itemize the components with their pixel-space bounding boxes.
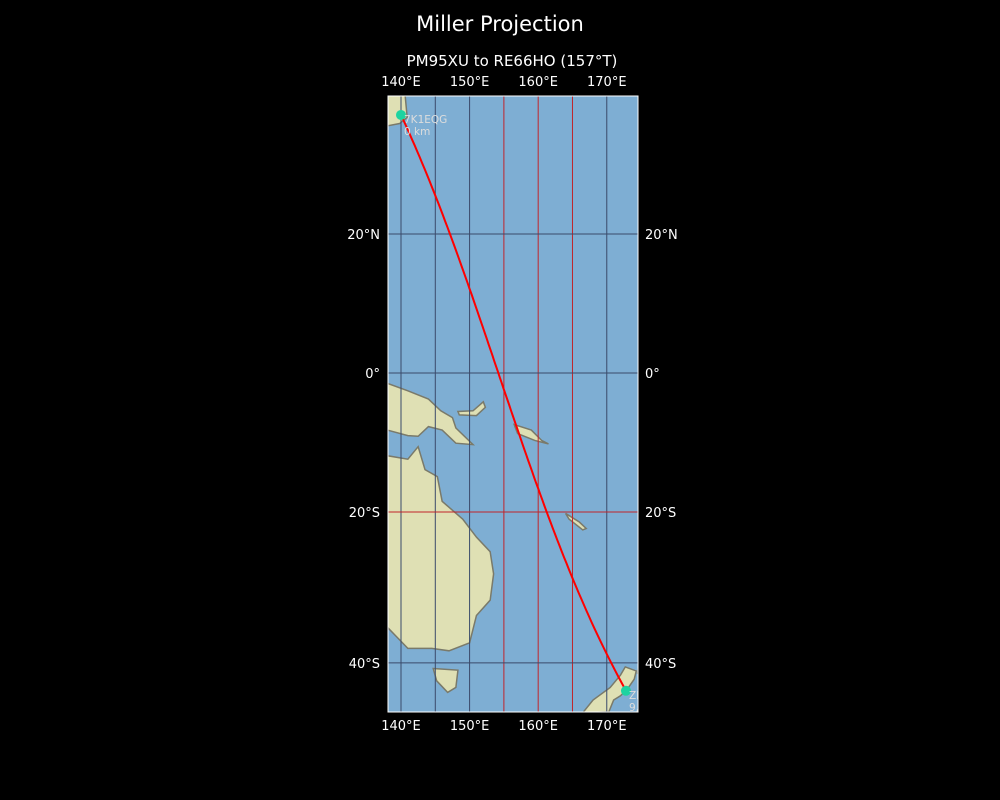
lat-tick-label: 20°N bbox=[347, 228, 380, 243]
lat-tick-label: 20°N bbox=[645, 228, 678, 243]
lon-tick-label: 150°E bbox=[450, 719, 490, 734]
lon-tick-label: 170°E bbox=[587, 75, 627, 90]
landmass-new-caledonia bbox=[564, 512, 588, 531]
lon-tick-label: 140°E bbox=[381, 719, 421, 734]
gridlines bbox=[388, 96, 638, 712]
map-frame bbox=[387, 95, 639, 713]
station-callsign: ZL3TUX bbox=[629, 690, 670, 702]
lon-tick-label: 160°E bbox=[518, 75, 558, 90]
lat-tick-label: 40°S bbox=[645, 657, 676, 672]
lon-tick-label: 170°E bbox=[587, 719, 627, 734]
station-marker bbox=[396, 109, 406, 120]
lat-tick-label: 0° bbox=[365, 367, 380, 382]
map-subtitle: PM95XU to RE66HO (157°T) bbox=[406, 52, 618, 70]
lat-tick-label: 20°S bbox=[645, 506, 676, 521]
landmass-solomons bbox=[512, 423, 549, 445]
landmass-nz-south bbox=[582, 665, 638, 712]
landmass-new-britain bbox=[456, 400, 487, 417]
station-callsign: 7K1EQG bbox=[404, 114, 447, 126]
lon-tick-label: 140°E bbox=[381, 75, 421, 90]
landmass-new-guinea bbox=[388, 382, 476, 446]
lon-tick-label: 150°E bbox=[450, 75, 490, 90]
landmass-australia bbox=[388, 445, 495, 652]
lat-tick-label: 0° bbox=[645, 367, 660, 382]
landmass-tasmania bbox=[432, 667, 459, 694]
land-layer bbox=[388, 96, 638, 712]
lat-tick-label: 20°S bbox=[349, 506, 380, 521]
station-marker bbox=[620, 685, 631, 696]
lon-tick-label: 160°E bbox=[518, 719, 558, 734]
lat-tick-label: 40°S bbox=[349, 657, 380, 672]
station-distance: 9,380 km bbox=[629, 702, 679, 714]
map-title: Miller Projection bbox=[416, 12, 584, 36]
great-circle-path bbox=[400, 114, 627, 692]
tick-labels: 140°E 140°E 150°E 150°E 160°E 160°E 170°E 170°E… bbox=[347, 75, 678, 734]
station-distance: 0 km bbox=[404, 126, 430, 138]
